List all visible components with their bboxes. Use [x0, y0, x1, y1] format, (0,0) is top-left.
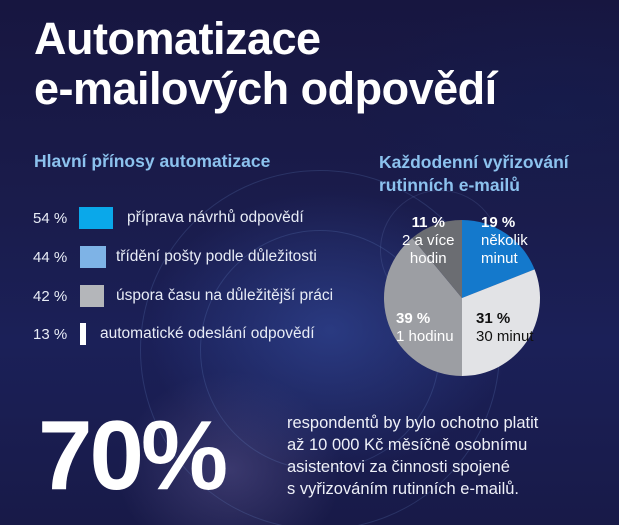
- pie-slice-few-minutes: [462, 220, 535, 298]
- benefit-percent: 42 %: [33, 287, 68, 305]
- benefit-bar: [80, 246, 106, 268]
- highlight-line: asistentovi za činnosti spojené: [287, 458, 510, 476]
- pie-chart: [383, 220, 541, 376]
- highlight-line: až 10 000 Kč měsíčně osobnímu: [287, 436, 528, 454]
- pie-label-text: 30 minut: [476, 328, 534, 345]
- pie-label-text: několik: [481, 232, 528, 249]
- benefit-row: 13 % automatické odeslání odpovědí: [33, 322, 315, 346]
- page-title: Automatizace e-mailových odpovědí: [34, 14, 497, 114]
- benefits-heading: Hlavní přínosy automatizace: [34, 151, 271, 171]
- highlight-line: respondentů by bylo ochotno platit: [287, 414, 539, 432]
- benefit-percent: 44 %: [33, 248, 68, 266]
- pie-label-30-minutes: 31 % 30 minut: [476, 310, 534, 346]
- pie-label-text: 1 hodinu: [396, 328, 454, 345]
- benefit-label: příprava návrhů odpovědí: [127, 209, 304, 226]
- benefit-bar: [80, 285, 104, 307]
- benefit-label: úspora času na důležitější práci: [116, 287, 334, 304]
- daily-heading: Každodenní vyřizování rutinních e-mailů: [379, 151, 569, 197]
- benefit-bar: [80, 323, 86, 345]
- pie-label-1-hour: 39 % 1 hodinu: [396, 310, 454, 346]
- pie-label-text: 2 a více: [402, 232, 455, 249]
- highlight-line: s vyřizováním rutinních e-mailů.: [287, 480, 519, 498]
- benefit-percent: 13 %: [33, 325, 68, 343]
- daily-heading-line-1: Každodenní vyřizování: [379, 152, 569, 172]
- highlight-percent: 70%: [38, 400, 228, 510]
- benefit-row: 54 % příprava návrhů odpovědí: [33, 206, 304, 230]
- pie-label-2-plus-hours: 11 % 2 a více hodin: [402, 214, 455, 268]
- daily-heading-line-2: rutinních e-mailů: [379, 175, 520, 195]
- benefit-row: 44 % třídění pošty podle důležitosti: [33, 245, 317, 269]
- pie-slice-1-hour: [383, 237, 462, 376]
- benefit-row: 42 % úspora času na důležitější práci: [33, 284, 333, 308]
- pie-label-percent: 11 %: [411, 214, 445, 231]
- pie-slice-30-minutes: [462, 269, 541, 376]
- benefit-bar: [79, 207, 113, 229]
- benefit-label: automatické odeslání odpovědí: [100, 325, 315, 342]
- highlight-description: respondentů by bylo ochotno platit až 10…: [287, 412, 607, 500]
- pie-label-text: minut: [481, 250, 518, 267]
- benefit-label: třídění pošty podle důležitosti: [116, 248, 317, 265]
- pie-label-percent: 19 %: [481, 214, 516, 231]
- pie-label-percent: 31 %: [476, 310, 511, 327]
- title-line-2: e-mailových odpovědí: [34, 63, 497, 114]
- benefit-percent: 54 %: [33, 209, 68, 227]
- pie-label-percent: 39 %: [396, 310, 431, 327]
- pie-slice-2-plus-hours: [412, 220, 462, 298]
- title-line-1: Automatizace: [34, 13, 321, 64]
- pie-label-few-minutes: 19 % několik minut: [481, 214, 528, 268]
- pie-label-text: hodin: [409, 250, 447, 267]
